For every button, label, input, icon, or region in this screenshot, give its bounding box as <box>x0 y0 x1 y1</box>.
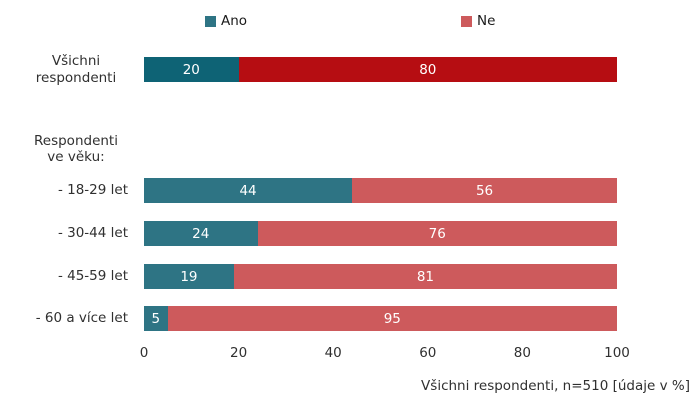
bar-row: 24 76 <box>144 221 617 246</box>
category-label-text: - 45-59 let <box>57 268 128 285</box>
chart-footnote: Všichni respondenti, n=510 [údaje v %] <box>421 378 690 394</box>
category-group-label: Respondenti ve věku: <box>0 131 128 167</box>
legend-swatch-ano <box>205 15 216 27</box>
bar-segment-ne: 95 <box>167 306 617 331</box>
category-group-label-text: Respondenti ve věku: <box>34 132 118 165</box>
bar-value-ne: 81 <box>416 268 435 285</box>
legend-item-ano: Ano <box>205 13 247 29</box>
bar-value-ne: 80 <box>419 61 437 78</box>
category-label-text: - 60 a více let <box>35 310 128 327</box>
bar-row: 20 80 <box>144 57 617 82</box>
bar-segment-ne: 56 <box>352 178 617 203</box>
bar-segment-ne: 81 <box>233 264 617 289</box>
category-label: - 60 a více let <box>0 306 128 331</box>
bar-value-ne: 95 <box>383 310 401 327</box>
legend-swatch-ne <box>461 15 472 27</box>
x-axis-tick-label: 80 <box>513 345 531 361</box>
x-axis-tick-label: 20 <box>230 345 248 361</box>
bar-value-ne: 56 <box>475 182 494 199</box>
x-axis-tick-label: 60 <box>419 345 437 361</box>
bar-segment-ne: 76 <box>257 221 617 246</box>
category-label-text: Všichni respondenti <box>35 53 117 86</box>
bar-segment-ano: 20 <box>144 57 239 82</box>
bar-value-ne: 76 <box>428 225 446 242</box>
bar-value-ano: 24 <box>192 225 210 242</box>
bar-segment-ano: 5 <box>144 306 168 331</box>
x-axis: 0 20 40 60 80 100 <box>0 345 700 363</box>
bar-row: 19 81 <box>144 264 617 289</box>
bar-value-ano: 20 <box>182 61 200 78</box>
bar-row: 5 95 <box>144 306 617 331</box>
category-label-text: - 30-44 let <box>57 225 128 242</box>
bar-segment-ano: 44 <box>144 178 353 203</box>
category-label: - 30-44 let <box>0 221 128 246</box>
bar-value-ano: 19 <box>180 268 198 285</box>
bar-segment-ano: 19 <box>144 264 234 289</box>
category-label: Všichni respondenti <box>0 50 128 89</box>
category-label: - 18-29 let <box>0 178 128 203</box>
bar-segment-ano: 24 <box>144 221 258 246</box>
legend-item-ne: Ne <box>461 13 495 29</box>
category-label: - 45-59 let <box>0 264 128 289</box>
legend: Ano Ne <box>0 0 700 34</box>
category-label-text: - 18-29 let <box>57 182 128 199</box>
bar-segment-ne: 80 <box>238 57 617 82</box>
x-axis-tick-label: 100 <box>604 345 630 361</box>
legend-label-ano: Ano <box>221 13 248 29</box>
x-axis-tick-label: 40 <box>324 345 342 361</box>
bar-value-ano: 44 <box>239 182 257 199</box>
bar-row: 44 56 <box>144 178 617 203</box>
legend-label-ne: Ne <box>477 13 496 29</box>
x-axis-tick-label: 0 <box>139 345 149 361</box>
bar-value-ano: 5 <box>151 310 161 327</box>
